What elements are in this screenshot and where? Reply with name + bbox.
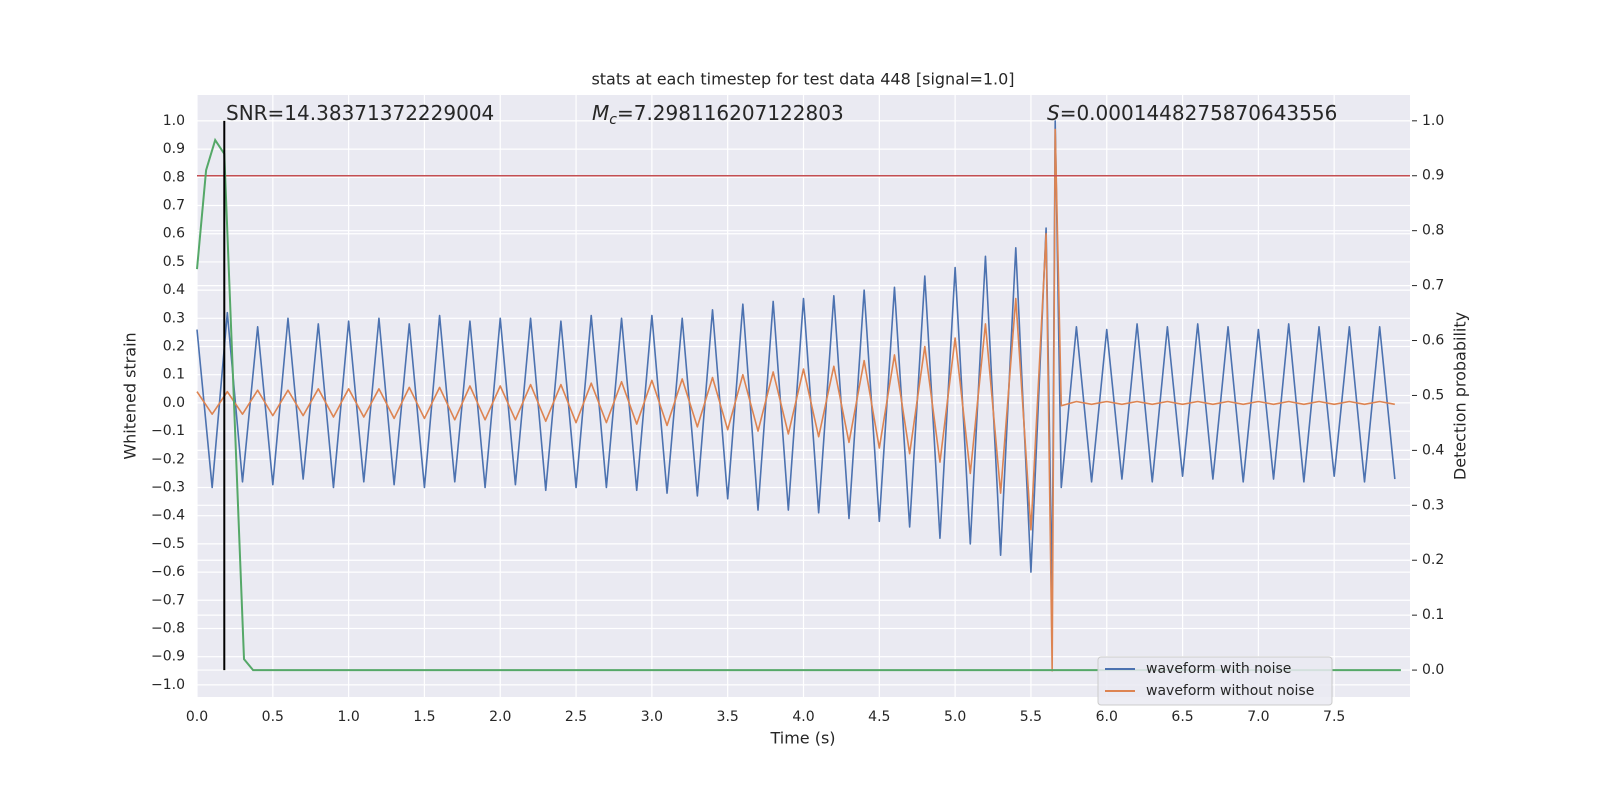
y2-tick-label: 0.1 — [1422, 607, 1444, 623]
y-tick-label: 1.0 — [163, 113, 185, 129]
annotation-symbol: M — [592, 101, 609, 125]
y-tick-label: −0.8 — [151, 620, 185, 636]
annotation-text: =0.0001448275870643556 — [1060, 101, 1338, 125]
x-axis-label: Time (s) — [769, 729, 835, 748]
y-tick-label: −1.0 — [151, 677, 185, 693]
y-tick-label: −0.4 — [151, 508, 185, 524]
x-tick-label: 4.0 — [792, 709, 814, 725]
series-line — [196, 128, 1395, 672]
x-tick-label: 5.0 — [944, 709, 966, 725]
y-tick-label: 0.8 — [163, 169, 185, 185]
annotation-subscript: c — [609, 112, 617, 128]
x-tick-label: 5.5 — [1020, 709, 1042, 725]
y2-tick-label: 0.3 — [1422, 497, 1444, 513]
legend-box — [1097, 656, 1333, 706]
y-tick-label: −0.2 — [151, 451, 185, 467]
x-tick-label: 6.5 — [1171, 709, 1193, 725]
y-tick-label: 0.4 — [163, 282, 185, 298]
y-tick-label: 0.0 — [163, 395, 185, 411]
annotation: Mc=7.298116207122803 — [592, 101, 844, 129]
x-tick-label: 1.0 — [337, 709, 359, 725]
x-tick-label: 4.5 — [868, 709, 890, 725]
annotation-text: =7.298116207122803 — [617, 101, 844, 125]
annotation-text: SNR=14.38371372229004 — [226, 101, 494, 125]
y-tick-label: −0.6 — [151, 564, 185, 580]
y-axis-label: Whitened strain — [121, 332, 140, 459]
annotation-symbol: S — [1047, 101, 1060, 125]
x-tick-label: 0.5 — [262, 709, 284, 725]
x-tick-label: 0.0 — [186, 709, 208, 725]
y-tick-label: 0.1 — [163, 367, 185, 383]
x-tick-label: 2.0 — [489, 709, 511, 725]
y-tick-label: 0.7 — [163, 198, 185, 214]
y-tick-label: 0.6 — [163, 226, 185, 242]
y-tick-label: −0.5 — [151, 536, 185, 552]
x-tick-label: 1.5 — [413, 709, 435, 725]
y2-tick-label: 0.5 — [1422, 387, 1444, 403]
legend-label: waveform with noise — [1146, 661, 1291, 677]
legend: waveform with noise waveform without nois… — [1097, 656, 1333, 706]
y2-tick-label: 0.8 — [1422, 223, 1444, 239]
y2-tick-label: 1.0 — [1422, 113, 1444, 129]
x-tick-label: 7.0 — [1247, 709, 1269, 725]
y2-tick-label: 0.7 — [1422, 278, 1444, 294]
y-tick-label: 0.2 — [163, 339, 185, 355]
legend-label: waveform without noise — [1146, 683, 1314, 699]
y-tick-label: 0.5 — [163, 254, 185, 270]
x-tick-label: 6.0 — [1096, 709, 1118, 725]
y2-tick-label: 0.6 — [1422, 333, 1444, 349]
marks — [196, 120, 1410, 672]
y2-tick-label: 0.2 — [1422, 552, 1444, 568]
labels: 0.0 0.5 1.0 1.5 2.0 2.5 3.0 3.5 4.0 4.5 5.0 5.5 6.0 6… — [151, 101, 1444, 726]
y-tick-label: 0.3 — [163, 310, 185, 326]
y2-axis-label: Detection probability — [1451, 312, 1470, 480]
y2-tick-label: 0.0 — [1422, 662, 1444, 678]
annotation: SNR=14.38371372229004 — [226, 101, 494, 125]
y2-tick-label: 0.4 — [1422, 442, 1444, 458]
x-tick-label: 3.5 — [717, 709, 739, 725]
x-tick-label: 7.5 — [1323, 709, 1345, 725]
y-tick-label: −0.7 — [151, 592, 185, 608]
x-tick-label: 2.5 — [565, 709, 587, 725]
x-tick-label: 3.0 — [641, 709, 663, 725]
y-tick-label: −0.3 — [151, 479, 185, 495]
y-tick-label: 0.9 — [163, 141, 185, 157]
y2-tick-label: 0.9 — [1422, 168, 1444, 184]
y-tick-label: −0.1 — [151, 423, 185, 439]
y-tick-label: −0.9 — [151, 649, 185, 665]
annotation: S=0.0001448275870643556 — [1047, 101, 1337, 125]
chart-title: stats at each timestep for test data 448… — [591, 70, 1014, 89]
